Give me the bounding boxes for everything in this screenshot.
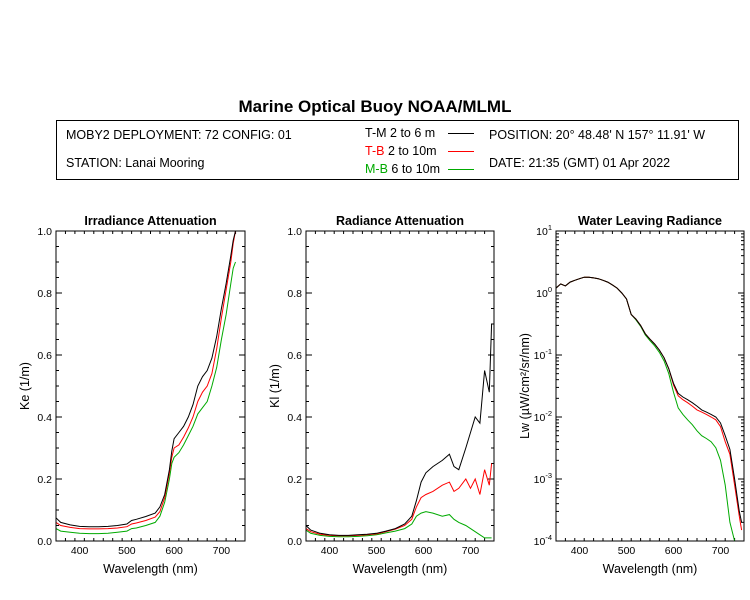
y-tick-label: 0.8 [287, 288, 302, 300]
series-line-t-m [306, 323, 493, 536]
y-tick-label: 0.0 [287, 536, 302, 548]
legend-code-mb: M-B [365, 162, 388, 176]
x-tick-label: 700 [712, 545, 730, 557]
legend-code-tm: T-M [365, 126, 387, 140]
x-tick-label: 700 [462, 545, 480, 557]
x-tick-label: 400 [321, 545, 339, 557]
position-text: POSITION: 20° 48.48' N 157° 11.91' W [489, 128, 706, 142]
x-tick-label: 500 [618, 545, 636, 557]
y-tick-label: 0.6 [287, 350, 302, 362]
legend-line-tm [448, 133, 474, 134]
y-axis-label: Kl (1/m) [268, 364, 282, 408]
y-tick-label: 0.2 [287, 474, 302, 486]
x-tick-label: 500 [118, 545, 136, 557]
y-tick-label: 10-1 [534, 347, 552, 362]
x-tick-label: 600 [665, 545, 683, 557]
y-tick-label: 1.0 [37, 226, 52, 238]
chart-irradiance-attenuation: Irradiance Attenuation 400 500 600 700 0.0 0.2… [18, 214, 246, 576]
plot-frame [305, 230, 495, 542]
info-box: MOBY2 DEPLOYMENT: 72 CONFIG: 01 STATION:… [56, 120, 739, 180]
y-tick-label: 0.6 [37, 350, 52, 362]
x-tick-label: 600 [415, 545, 433, 557]
x-tick-label: 700 [213, 545, 231, 557]
series-line-m-b [556, 276, 742, 541]
series-line-m-b [306, 511, 492, 539]
x-axis-label: Wavelength (nm) [103, 562, 198, 576]
y-tick-label: 0.8 [37, 288, 52, 300]
legend-range-tm: 2 to 6 m [390, 126, 436, 140]
chart-title: Water Leaving Radiance [578, 214, 722, 228]
y-tick-label: 1.0 [287, 226, 302, 238]
series-line-t-m [56, 231, 236, 528]
legend-line-mb [448, 169, 474, 170]
y-axis-label: Ke (1/m) [18, 362, 32, 410]
x-axis-label: Wavelength (nm) [353, 562, 448, 576]
series-line-m-b [56, 261, 236, 535]
date-text: DATE: 21:35 (GMT) 01 Apr 2022 [489, 156, 671, 170]
legend-code-tb: T-B [365, 144, 385, 158]
legend-line-tb [448, 151, 474, 152]
legend-entry-tb: T-B 2 to 10m [365, 144, 437, 158]
y-tick-label: 10-4 [534, 533, 552, 548]
x-tick-label: 600 [165, 545, 183, 557]
x-tick-label: 400 [71, 545, 89, 557]
page-title: Marine Optical Buoy NOAA/MLML [238, 97, 512, 116]
chart-title: Radiance Attenuation [336, 214, 464, 228]
y-tick-label: 10-3 [534, 471, 552, 486]
y-axis-label: Lw (µW/cm²/sr/nm) [518, 333, 532, 439]
y-tick-label: 0.0 [37, 536, 52, 548]
y-tick-label: 0.4 [287, 412, 302, 424]
y-tick-label: 101 [536, 223, 552, 238]
station-text: STATION: Lanai Mooring [66, 156, 205, 170]
y-tick-label: 10-2 [534, 409, 552, 424]
legend-entry-mb: M-B 6 to 10m [365, 162, 440, 176]
chart-title: Irradiance Attenuation [84, 214, 216, 228]
y-tick-label: 100 [536, 285, 552, 300]
series-line-t-b [556, 276, 743, 531]
legend-range-tb: 2 to 10m [387, 144, 437, 158]
deployment-text: MOBY2 DEPLOYMENT: 72 CONFIG: 01 [66, 128, 292, 142]
legend-entry-tm: T-M 2 to 6 m [365, 126, 435, 140]
legend-range-mb: 6 to 10m [391, 162, 441, 176]
x-tick-label: 400 [571, 545, 589, 557]
y-tick-label: 0.2 [37, 474, 52, 486]
x-tick-label: 500 [368, 545, 386, 557]
y-tick-label: 0.4 [37, 412, 52, 424]
chart-radiance-attenuation: Radiance Attenuation 400 500 600 700 0.0 0.2 0.… [268, 214, 495, 576]
plot-frame [55, 230, 246, 542]
series-line-t-m [556, 276, 743, 523]
chart-water-leaving-radiance: Water Leaving Radiance 400 500 600 700 101 100… [518, 214, 745, 576]
x-axis-label: Wavelength (nm) [603, 562, 698, 576]
series-line-t-b [56, 231, 236, 530]
plot-frame [555, 230, 745, 542]
